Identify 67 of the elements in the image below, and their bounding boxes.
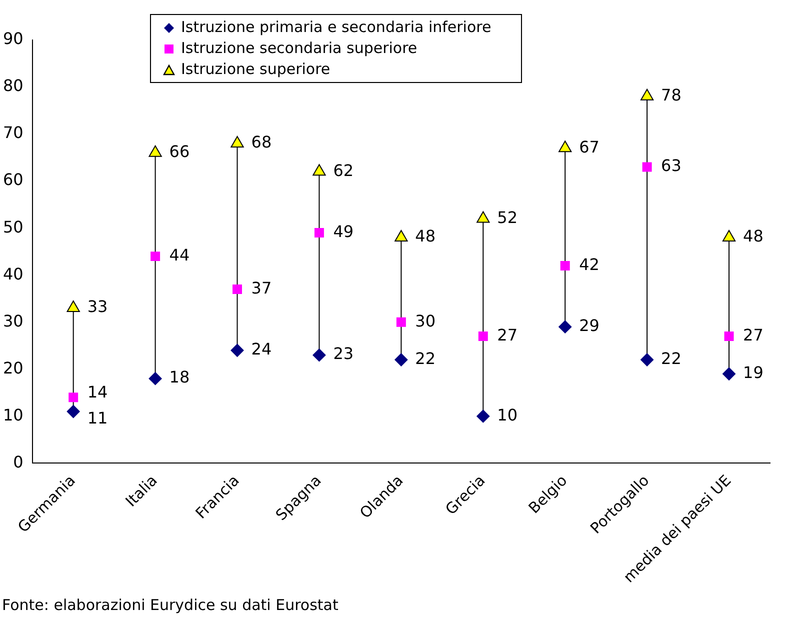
- point: [312, 164, 326, 176]
- point: [394, 353, 408, 366]
- point: [478, 332, 488, 341]
- y-tick-label: 70: [3, 123, 24, 142]
- data-label: 18: [169, 368, 190, 387]
- point: [640, 353, 654, 366]
- data-label: 33: [87, 297, 108, 316]
- point: [230, 136, 244, 148]
- point: [232, 284, 242, 294]
- point: [476, 410, 490, 423]
- point: [558, 320, 572, 334]
- point: [640, 88, 654, 100]
- data-label: 23: [333, 344, 354, 364]
- data-label: 27: [743, 325, 764, 344]
- data-label: 22: [415, 348, 436, 368]
- y-tick-label: 50: [3, 217, 24, 236]
- point: [314, 228, 324, 238]
- point: [722, 367, 736, 380]
- legend-label: Istruzione primaria e secondaria inferiore: [181, 17, 492, 38]
- point: [722, 230, 736, 242]
- data-label: 11: [87, 408, 108, 428]
- source-note: Fonte: elaborazioni Eurydice su dati Eurostat: [2, 596, 338, 614]
- legend-label: Istruzione secondaria superiore: [181, 38, 418, 59]
- data-label: 48: [743, 226, 764, 246]
- data-label: 22: [661, 348, 682, 368]
- point: [312, 348, 326, 362]
- data-label: 42: [579, 254, 600, 274]
- data-label: 29: [579, 316, 600, 336]
- data-label: 44: [169, 245, 190, 264]
- data-label: 68: [251, 132, 272, 152]
- legend-label: Istruzione superiore: [181, 59, 330, 80]
- point: [150, 252, 160, 262]
- point: [396, 317, 406, 327]
- y-tick-label: 80: [3, 76, 24, 96]
- data-label: 14: [87, 382, 108, 402]
- data-label: 19: [743, 363, 764, 382]
- data-label: 67: [579, 137, 600, 156]
- data-label: 52: [497, 208, 518, 227]
- data-label: 27: [497, 325, 518, 344]
- y-tick-label: 0: [13, 452, 24, 472]
- data-label: 24: [251, 340, 272, 359]
- data-label: 78: [661, 86, 682, 105]
- data-label: 10: [497, 405, 518, 424]
- point: [230, 344, 244, 357]
- point: [148, 372, 162, 386]
- point: [560, 260, 570, 270]
- data-label: 66: [169, 142, 190, 162]
- point: [66, 300, 80, 312]
- point: [148, 145, 162, 157]
- point: [724, 332, 734, 341]
- point: [558, 140, 572, 152]
- y-tick-label: 10: [3, 405, 24, 424]
- y-tick-label: 60: [3, 170, 24, 190]
- data-label: 62: [333, 160, 354, 180]
- y-tick-label: 40: [3, 264, 24, 284]
- data-label: 49: [333, 222, 354, 241]
- point: [66, 404, 80, 418]
- y-tick-label: 30: [3, 311, 24, 330]
- y-tick-label: 90: [3, 29, 24, 48]
- point: [68, 392, 78, 402]
- data-label: 48: [415, 226, 436, 246]
- point: [394, 230, 408, 242]
- point: [476, 211, 490, 223]
- data-label: 30: [415, 311, 436, 330]
- data-label: 63: [661, 156, 682, 176]
- data-label: 37: [251, 278, 272, 298]
- y-tick-label: 20: [3, 358, 24, 378]
